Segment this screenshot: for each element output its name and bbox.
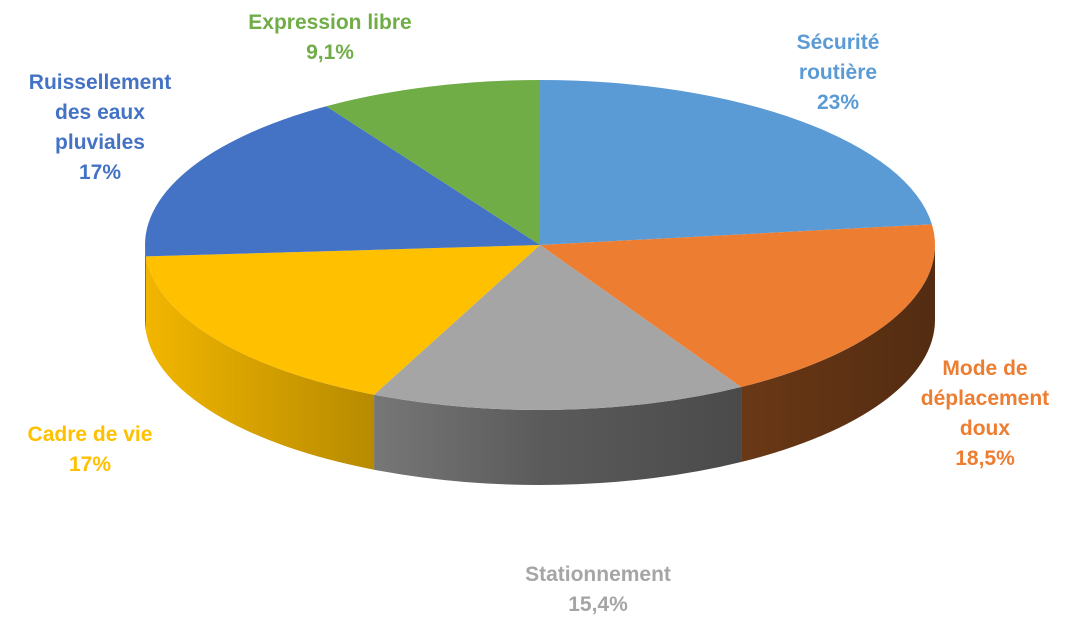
slice-top	[326, 80, 540, 245]
pie-slice	[145, 106, 540, 332]
value-label: 15,4%	[568, 593, 628, 616]
pie-slice	[540, 224, 935, 463]
pie-slice	[540, 80, 932, 245]
value-label: 9,1%	[306, 41, 354, 64]
slice-side	[741, 245, 935, 463]
slice-side	[145, 256, 375, 470]
value-label: 17%	[78, 161, 122, 184]
category-label: Sécurité routière	[796, 31, 880, 84]
value-label: 17%	[68, 453, 112, 476]
value-label: 23%	[816, 91, 860, 114]
category-label: Cadre de vie	[27, 423, 153, 446]
data-label: Ruissellement des eaux pluviales 17%	[0, 68, 200, 188]
data-label: Cadre de vie 17%	[0, 420, 185, 480]
data-label: Sécurité routière 23%	[763, 28, 913, 118]
pie-slice	[374, 245, 742, 485]
data-label: Stationnement 15,4%	[488, 560, 708, 620]
pie-slice	[326, 80, 540, 245]
slice-top	[540, 80, 932, 245]
slice-top	[145, 245, 540, 395]
slice-top	[374, 245, 742, 410]
category-label: Mode de déplacement doux	[920, 357, 1050, 440]
data-label: Mode de déplacement doux 18,5%	[910, 354, 1060, 474]
pie-slice	[145, 245, 540, 470]
slice-top	[540, 224, 935, 388]
category-label: Ruissellement des eaux pluviales	[28, 71, 172, 154]
slice-side	[374, 387, 742, 485]
category-label: Expression libre	[248, 11, 412, 34]
slice-top	[145, 106, 540, 257]
category-label: Stationnement	[525, 563, 671, 586]
value-label: 18,5%	[955, 447, 1015, 470]
data-label: Expression libre 9,1%	[220, 8, 440, 68]
slice-side	[145, 245, 146, 332]
